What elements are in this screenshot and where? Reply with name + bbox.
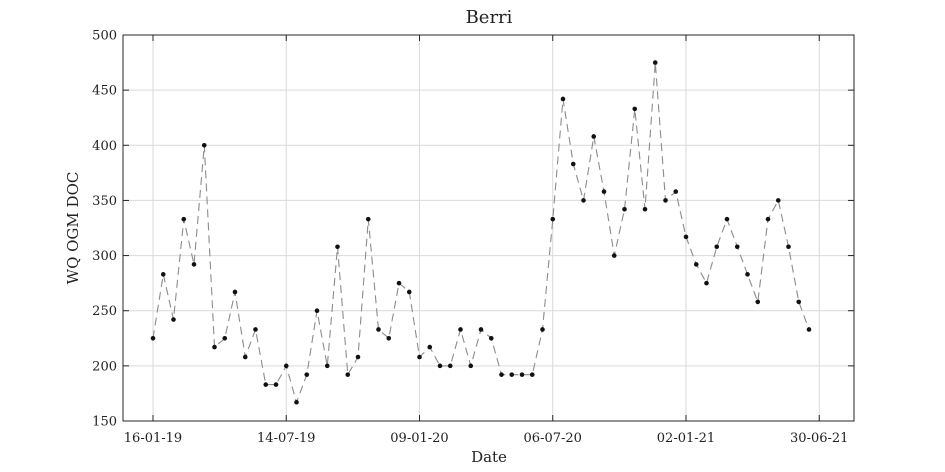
data-point: [734, 244, 740, 250]
data-point: [765, 216, 771, 222]
x-tick-label: 06-07-20: [524, 431, 582, 446]
data-point: [622, 206, 627, 212]
data-point: [755, 299, 761, 305]
x-tick-label: 02-01-21: [657, 431, 715, 446]
data-point: [396, 280, 402, 286]
y-tick-label: 350: [92, 194, 117, 209]
data-point: [376, 327, 381, 332]
data-point: [417, 354, 422, 360]
data-point: [642, 206, 648, 212]
data-point: [458, 327, 463, 332]
data-point: [427, 344, 433, 350]
data-point: [488, 335, 494, 341]
y-tick-label: 150: [92, 415, 117, 430]
data-point: [365, 216, 371, 222]
data-point: [540, 327, 545, 332]
x-tick-label: 30-06-21: [790, 431, 848, 446]
y-tick-label: 400: [92, 139, 117, 154]
y-tick-label: 200: [92, 359, 117, 374]
data-point: [253, 327, 258, 332]
y-tick-label: 250: [92, 304, 117, 319]
data-point: [150, 335, 156, 341]
y-tick-label: 500: [92, 29, 117, 44]
data-point: [519, 372, 525, 377]
data-point: [786, 244, 791, 250]
data-point: [232, 289, 238, 295]
data-point: [529, 372, 535, 377]
data-point: [294, 399, 299, 405]
data-point: [775, 198, 781, 203]
data-point: [560, 96, 566, 102]
plot-frame: [122, 34, 855, 422]
data-point: [570, 161, 576, 167]
data-point: [673, 189, 679, 194]
axis-ticks: 150 200 250 300 350 400 450 500 16-01-19 14-07-19…: [92, 29, 854, 446]
data-point: [601, 189, 607, 194]
grid-lines: [123, 34, 854, 422]
data-point: [324, 363, 330, 369]
data-point: [201, 142, 207, 148]
data-point: [724, 216, 730, 222]
data-point: [806, 327, 812, 332]
data-point: [191, 262, 197, 267]
data-point: [663, 198, 668, 203]
data-point: [222, 335, 228, 341]
y-tick-label: 300: [92, 249, 117, 264]
data-point: [273, 382, 279, 387]
data-point: [693, 262, 699, 267]
data-point: [160, 272, 166, 277]
chart-title: Berri: [466, 7, 513, 28]
data-point: [550, 216, 556, 222]
data-point: [611, 253, 617, 258]
data-point: [283, 363, 289, 369]
data-point: [704, 280, 709, 286]
x-tick-label: 09-01-20: [390, 431, 448, 446]
data-point: [314, 308, 320, 314]
data-point: [304, 372, 310, 377]
data-point: [509, 372, 515, 377]
data-point: [714, 244, 720, 250]
x-axis-label: Date: [471, 448, 507, 466]
series-layer: [150, 60, 812, 405]
data-point: [263, 382, 269, 387]
data-point: [437, 363, 443, 369]
data-point: [468, 363, 474, 369]
data-point: [591, 134, 597, 139]
data-point: [242, 354, 248, 360]
x-tick-label: 16-01-19: [124, 431, 182, 446]
data-point: [632, 106, 638, 112]
data-point: [796, 299, 802, 305]
data-point: [581, 198, 586, 203]
y-tick-label: 450: [92, 84, 117, 99]
data-point: [683, 234, 689, 240]
data-point: [355, 354, 361, 360]
data-point: [181, 216, 187, 222]
data-point: [652, 60, 658, 65]
y-axis-label: WQ OGM DOC: [64, 172, 82, 285]
x-tick-label: 14-07-19: [257, 431, 315, 446]
data-point: [447, 363, 453, 369]
data-point: [345, 372, 351, 377]
data-point: [478, 327, 484, 332]
data-point: [171, 317, 176, 322]
data-point: [212, 344, 217, 350]
data-point: [386, 335, 392, 341]
data-point: [499, 372, 504, 377]
data-point: [745, 272, 750, 277]
data-point: [335, 244, 340, 250]
data-point: [406, 289, 412, 295]
